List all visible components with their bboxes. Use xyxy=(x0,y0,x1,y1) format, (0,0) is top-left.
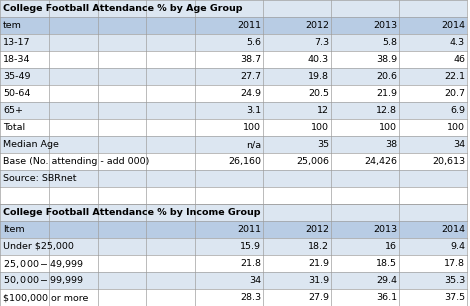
Text: 24,426: 24,426 xyxy=(364,157,397,166)
Text: 18-34: 18-34 xyxy=(3,55,31,64)
Text: 2012: 2012 xyxy=(305,21,329,30)
Text: tem: tem xyxy=(3,21,22,30)
Text: 12: 12 xyxy=(317,106,329,115)
Text: Source: SBRnet: Source: SBRnet xyxy=(3,174,77,183)
Text: 13-17: 13-17 xyxy=(3,38,31,47)
Text: 24.9: 24.9 xyxy=(240,89,261,98)
Text: 38: 38 xyxy=(385,140,397,149)
Bar xyxy=(0,153,467,170)
Text: 38.7: 38.7 xyxy=(240,55,261,64)
Text: $25,000-$49,999: $25,000-$49,999 xyxy=(3,258,84,270)
Text: 34: 34 xyxy=(249,276,261,285)
Bar xyxy=(0,238,467,255)
Text: 20,613: 20,613 xyxy=(432,157,465,166)
Bar xyxy=(0,85,467,102)
Text: 31.9: 31.9 xyxy=(308,276,329,285)
Text: 12.8: 12.8 xyxy=(376,106,397,115)
Text: 35: 35 xyxy=(317,140,329,149)
Text: Total: Total xyxy=(3,123,25,132)
Text: 46: 46 xyxy=(453,55,465,64)
Bar xyxy=(0,17,467,34)
Text: 2014: 2014 xyxy=(441,21,465,30)
Bar xyxy=(0,0,467,17)
Text: n/a: n/a xyxy=(246,140,261,149)
Text: College Football Attendance % by Income Group: College Football Attendance % by Income … xyxy=(3,208,260,217)
Text: 36.1: 36.1 xyxy=(376,293,397,302)
Text: 2014: 2014 xyxy=(441,225,465,234)
Text: 25,006: 25,006 xyxy=(296,157,329,166)
Text: 100: 100 xyxy=(243,123,261,132)
Bar xyxy=(0,51,467,68)
Bar xyxy=(0,119,467,136)
Bar xyxy=(0,221,467,238)
Bar xyxy=(0,102,467,119)
Text: 5.8: 5.8 xyxy=(382,38,397,47)
Text: Item: Item xyxy=(3,225,24,234)
Text: 6.9: 6.9 xyxy=(450,106,465,115)
Text: 2013: 2013 xyxy=(373,21,397,30)
Text: College Football Attendance % by Age Group: College Football Attendance % by Age Gro… xyxy=(3,4,243,13)
Text: Base (No. attending - add 000): Base (No. attending - add 000) xyxy=(3,157,149,166)
Text: 35.3: 35.3 xyxy=(444,276,465,285)
Text: 40.3: 40.3 xyxy=(308,55,329,64)
Text: 16: 16 xyxy=(385,242,397,251)
Text: 35-49: 35-49 xyxy=(3,72,31,81)
Text: 21.9: 21.9 xyxy=(376,89,397,98)
Text: 15.9: 15.9 xyxy=(240,242,261,251)
Text: 20.7: 20.7 xyxy=(444,89,465,98)
Text: 9.4: 9.4 xyxy=(450,242,465,251)
Text: 29.4: 29.4 xyxy=(376,276,397,285)
Text: 21.8: 21.8 xyxy=(240,259,261,268)
Text: 2011: 2011 xyxy=(237,21,261,30)
Text: 18.5: 18.5 xyxy=(376,259,397,268)
Bar xyxy=(0,255,467,272)
Text: 2011: 2011 xyxy=(237,225,261,234)
Text: 37.5: 37.5 xyxy=(444,293,465,302)
Text: 7.3: 7.3 xyxy=(314,38,329,47)
Bar xyxy=(0,170,467,187)
Text: 50-64: 50-64 xyxy=(3,89,31,98)
Text: 100: 100 xyxy=(379,123,397,132)
Text: 4.3: 4.3 xyxy=(450,38,465,47)
Text: 22.1: 22.1 xyxy=(444,72,465,81)
Text: 27.9: 27.9 xyxy=(308,293,329,302)
Bar xyxy=(0,204,467,221)
Text: 18.2: 18.2 xyxy=(308,242,329,251)
Bar xyxy=(0,68,467,85)
Text: 5.6: 5.6 xyxy=(246,38,261,47)
Text: Median Age: Median Age xyxy=(3,140,59,149)
Text: $100,000 or more: $100,000 or more xyxy=(3,293,88,302)
Text: 38.9: 38.9 xyxy=(376,55,397,64)
Text: 21.9: 21.9 xyxy=(308,259,329,268)
Text: 2013: 2013 xyxy=(373,225,397,234)
Text: 20.6: 20.6 xyxy=(376,72,397,81)
Text: 19.8: 19.8 xyxy=(308,72,329,81)
Text: 2012: 2012 xyxy=(305,225,329,234)
Text: 20.5: 20.5 xyxy=(308,89,329,98)
Text: 100: 100 xyxy=(311,123,329,132)
Bar xyxy=(0,272,467,289)
Text: Under $25,000: Under $25,000 xyxy=(3,242,74,251)
Text: $50,000-$99,999: $50,000-$99,999 xyxy=(3,274,84,286)
Text: 27.7: 27.7 xyxy=(240,72,261,81)
Bar xyxy=(0,187,467,204)
Text: 65+: 65+ xyxy=(3,106,23,115)
Text: 26,160: 26,160 xyxy=(228,157,261,166)
Bar xyxy=(0,34,467,51)
Text: 17.8: 17.8 xyxy=(444,259,465,268)
Text: 3.1: 3.1 xyxy=(246,106,261,115)
Text: 100: 100 xyxy=(447,123,465,132)
Text: 34: 34 xyxy=(453,140,465,149)
Bar xyxy=(0,289,467,306)
Text: 28.3: 28.3 xyxy=(240,293,261,302)
Bar xyxy=(0,136,467,153)
